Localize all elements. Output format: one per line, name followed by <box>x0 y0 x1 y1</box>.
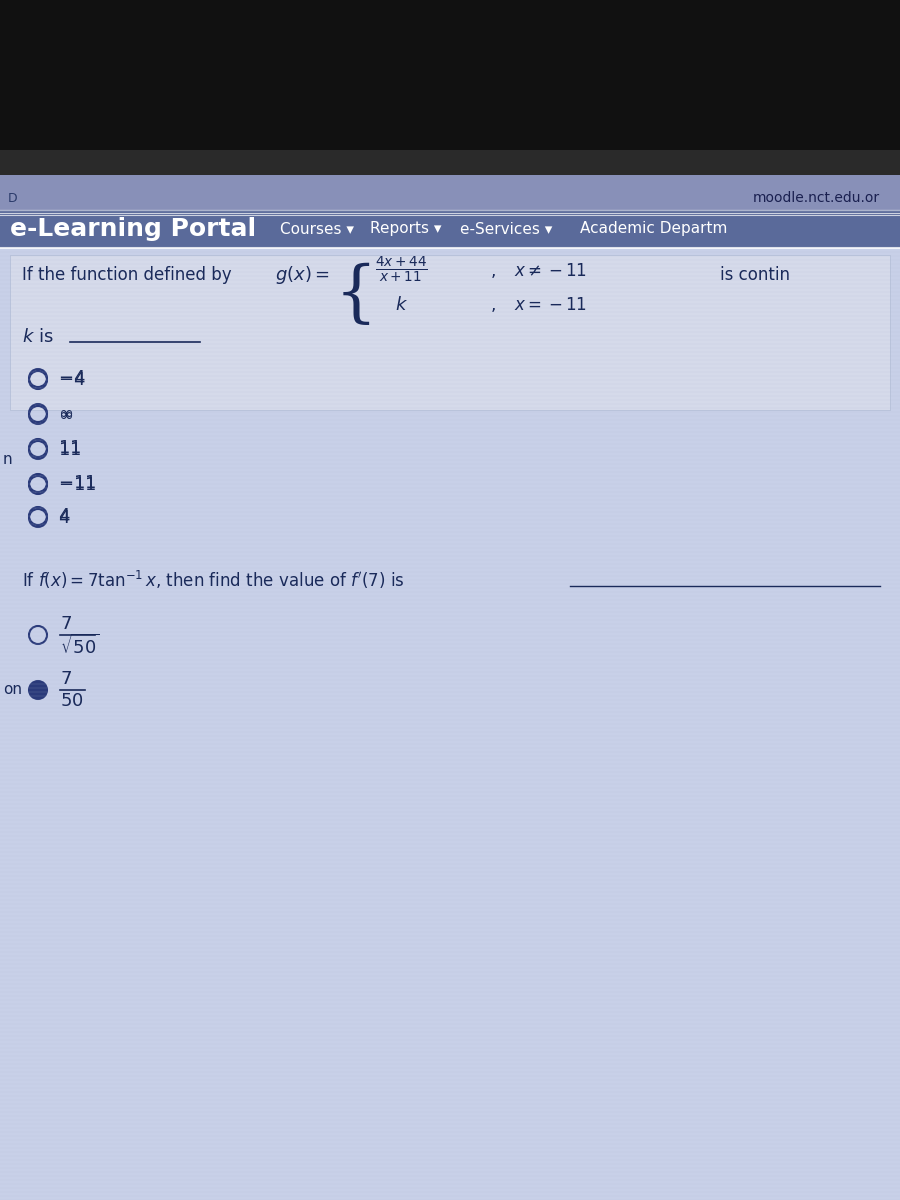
Circle shape <box>29 680 47 698</box>
Text: $k$ is: $k$ is <box>22 328 54 346</box>
FancyBboxPatch shape <box>10 254 890 410</box>
Text: $\infty$: $\infty$ <box>58 406 73 424</box>
Text: $g(x) =$: $g(x) =$ <box>275 264 329 286</box>
Text: $50$: $50$ <box>60 692 84 710</box>
Text: $−4$: $−4$ <box>58 371 86 389</box>
Text: $11$: $11$ <box>58 439 81 457</box>
Text: $\frac{4x + 44}{x + 11}$: $\frac{4x + 44}{x + 11}$ <box>375 254 428 286</box>
Text: $-11$: $-11$ <box>58 474 96 492</box>
Text: e-Learning Portal: e-Learning Portal <box>10 217 256 241</box>
Text: $\infty$: $\infty$ <box>58 404 73 422</box>
Text: $k$: $k$ <box>395 296 408 314</box>
Text: Reports ▾: Reports ▾ <box>370 222 442 236</box>
Text: $, \quad x = -11$: $, \quad x = -11$ <box>490 295 587 314</box>
FancyBboxPatch shape <box>0 175 900 210</box>
Text: $4$: $4$ <box>58 506 70 526</box>
Text: is contin: is contin <box>720 266 790 284</box>
Text: moodle.nct.edu.or: moodle.nct.edu.or <box>753 191 880 205</box>
FancyBboxPatch shape <box>0 150 900 180</box>
Text: If $f(x) = 7\tan^{-1}x$, then find the value of $f'(7)$ is: If $f(x) = 7\tan^{-1}x$, then find the v… <box>22 569 405 592</box>
Text: $−11$: $−11$ <box>58 476 96 494</box>
Text: $, \quad x \neq -11$: $, \quad x \neq -11$ <box>490 260 587 280</box>
Text: $-4$: $-4$ <box>58 370 86 386</box>
Text: {: { <box>335 263 377 328</box>
Text: $\sqrt{50}$: $\sqrt{50}$ <box>60 634 100 658</box>
Text: Academic Departm: Academic Departm <box>580 222 727 236</box>
FancyBboxPatch shape <box>0 210 900 248</box>
Text: $11$: $11$ <box>58 440 81 458</box>
Text: If the function defined by: If the function defined by <box>22 266 237 284</box>
Text: n: n <box>3 452 13 468</box>
Text: $4$: $4$ <box>58 509 70 527</box>
FancyBboxPatch shape <box>0 248 900 1200</box>
Text: on: on <box>3 683 22 697</box>
Text: e-Services ▾: e-Services ▾ <box>460 222 553 236</box>
Text: D: D <box>8 192 18 204</box>
Text: Courses ▾: Courses ▾ <box>280 222 354 236</box>
Text: $7$: $7$ <box>60 670 72 688</box>
Text: $7$: $7$ <box>60 614 72 634</box>
FancyBboxPatch shape <box>0 0 900 150</box>
